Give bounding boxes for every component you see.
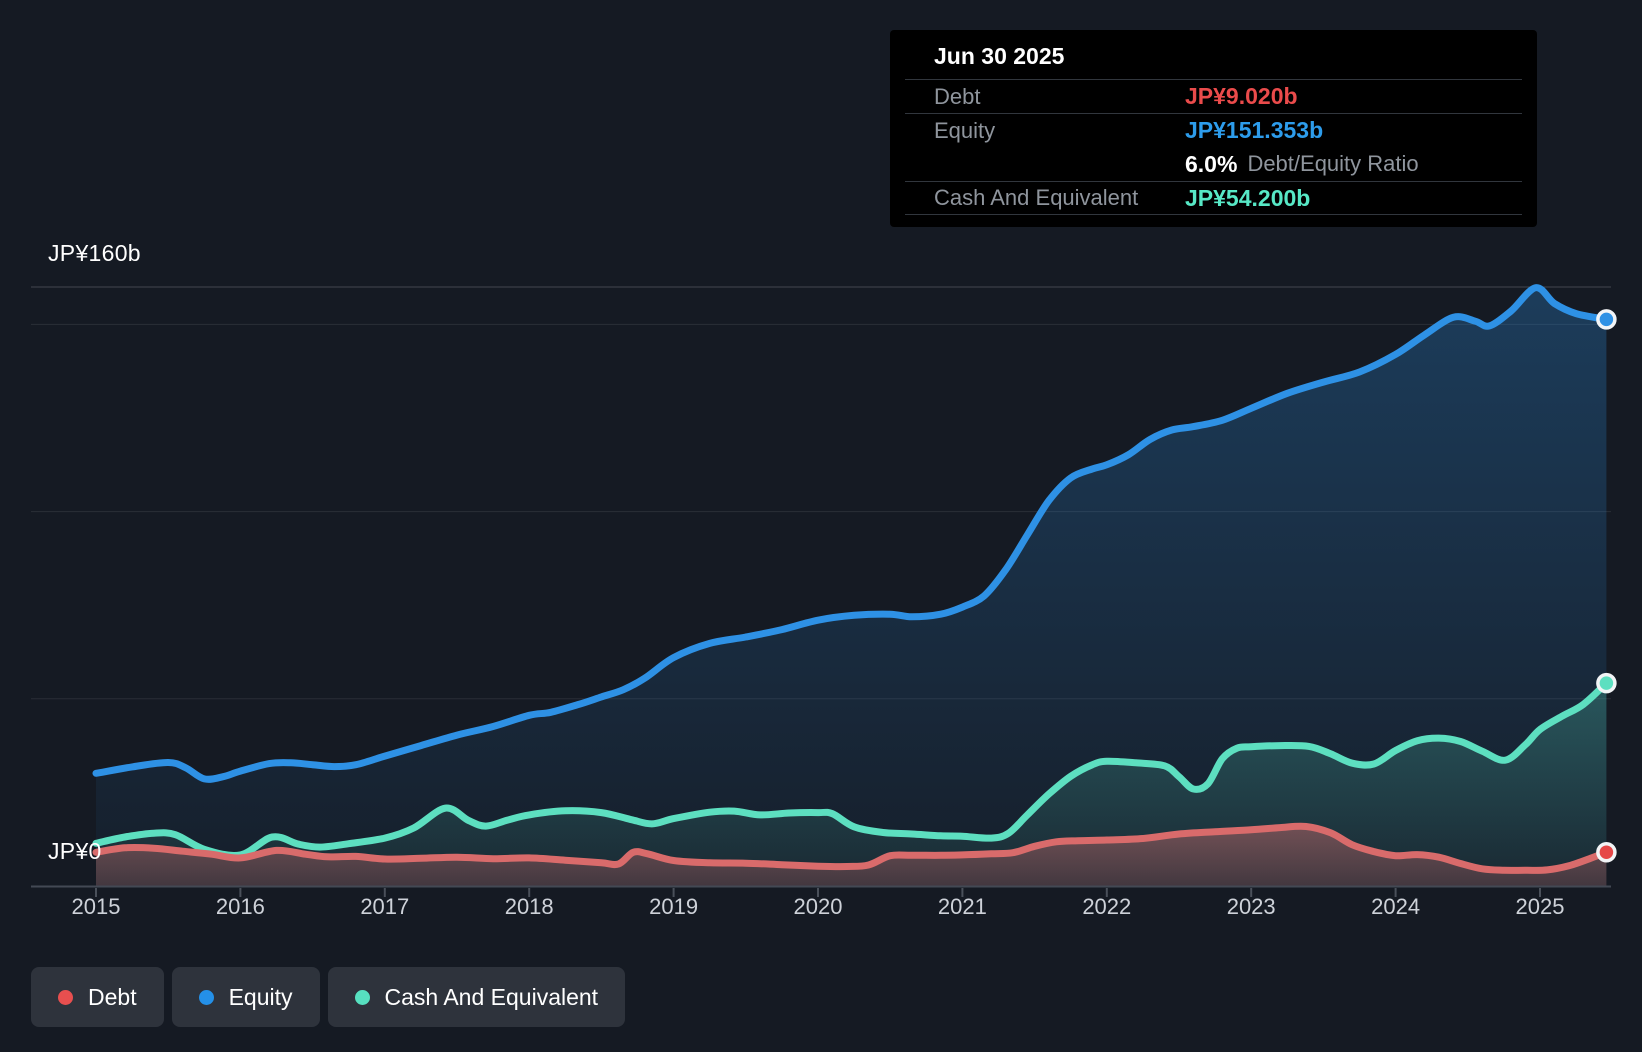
legend-cash-label: Cash And Equivalent <box>384 983 599 1010</box>
legend-item-debt[interactable]: Debt <box>31 967 164 1027</box>
equity-area <box>96 287 1607 886</box>
legend-debt-label: Debt <box>88 983 137 1010</box>
tooltip-debt-label: Debt <box>934 83 981 109</box>
cash-series-dot-icon <box>354 989 370 1005</box>
x-axis-year-label-2024: 2024 <box>1371 894 1421 919</box>
cash-and-equivalent-endpoint-marker <box>1596 672 1617 694</box>
cash-and-equivalent-line <box>92 679 1610 859</box>
debt-endpoint-marker <box>1596 841 1617 863</box>
legend-item-cash[interactable]: Cash And Equivalent <box>327 967 626 1027</box>
tooltip-equity-label: Equity <box>934 117 996 143</box>
tooltip-row-cash: Cash And Equivalent JP¥54.200b <box>905 181 1522 215</box>
x-axis-year-label-2016: 2016 <box>215 894 265 919</box>
tooltip-cash-value: JP¥54.200b <box>1185 184 1311 211</box>
tooltip-debt-value: JP¥9.020b <box>1185 83 1298 109</box>
y-axis-max-label: JP¥160b <box>48 240 141 266</box>
x-axis-year-label-2017: 2017 <box>360 894 410 919</box>
tooltip-row-equity: Equity JP¥151.353b <box>905 113 1522 147</box>
x-axis-year-label-2020: 2020 <box>793 894 843 919</box>
x-axis-year-label-2023: 2023 <box>1226 894 1276 919</box>
legend-equity-label: Equity <box>228 983 293 1010</box>
y-axis-zero-label: JP¥0 <box>48 838 102 864</box>
tooltip-equity-value: JP¥151.353b <box>1185 117 1324 143</box>
debt-area <box>96 826 1607 886</box>
debt-series-dot-icon <box>58 989 73 1005</box>
x-axis-year-label-2015: 2015 <box>71 894 121 919</box>
x-axis-year-label-2025: 2025 <box>1515 894 1565 919</box>
x-axis-year-label-2022: 2022 <box>1082 894 1132 919</box>
tooltip-ratio-label: Debt/Equity Ratio <box>1247 151 1419 176</box>
equity-endpoint-marker <box>1596 309 1617 330</box>
debt-line <box>92 822 1610 874</box>
chart-tooltip: Jun 30 2025 Debt JP¥9.020b Equity JP¥151… <box>890 30 1537 227</box>
x-axis-year-label-2018: 2018 <box>504 894 554 919</box>
tooltip-date: Jun 30 2025 <box>934 43 1065 69</box>
x-axis-year-label-2021: 2021 <box>937 894 987 919</box>
tooltip-ratio-value: 6.0% <box>1185 150 1238 177</box>
chart-legend: Debt Equity Cash And Equivalent <box>31 967 626 1027</box>
tooltip-row-ratio: 6.0% Debt/Equity Ratio <box>905 147 1522 181</box>
tooltip-cash-label: Cash And Equivalent <box>934 185 1139 210</box>
tooltip-row-debt: Debt JP¥9.020b <box>905 79 1522 113</box>
x-axis-year-label-2019: 2019 <box>649 894 699 919</box>
equity-line <box>92 284 1610 783</box>
legend-item-equity[interactable]: Equity <box>171 967 320 1027</box>
equity-series-dot-icon <box>198 989 214 1005</box>
